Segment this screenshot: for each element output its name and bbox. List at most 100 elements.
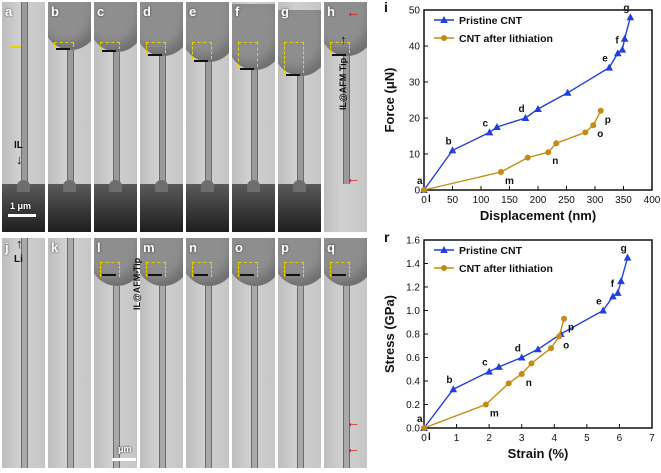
panel-letter: n xyxy=(189,240,197,255)
data-point xyxy=(590,122,597,129)
afm-tip xyxy=(278,10,321,76)
panel-letter: a xyxy=(5,4,13,19)
micrograph-panel-n: n xyxy=(186,238,229,468)
point-label: d xyxy=(518,104,524,115)
displacement-line xyxy=(332,274,346,276)
micrograph-panel-f: f xyxy=(232,2,275,232)
displacement-line xyxy=(240,68,254,70)
contact-neck xyxy=(201,180,214,192)
red-arrow-1: ← xyxy=(346,4,360,20)
y-axis-label: Force (μN) xyxy=(382,67,397,132)
data-point xyxy=(421,187,427,193)
x-axis-label: Strain (%) xyxy=(508,446,569,461)
legend-marker xyxy=(440,246,448,253)
panel-letter: o xyxy=(235,240,243,255)
micrograph-panel-l: l xyxy=(94,238,137,468)
micrograph-panel-q: q xyxy=(324,238,367,468)
panel-letter: f xyxy=(235,4,240,19)
nanotube xyxy=(297,76,304,184)
data-point xyxy=(561,315,568,322)
data-point xyxy=(421,425,427,431)
point-label: c xyxy=(483,118,489,129)
data-point xyxy=(521,114,530,121)
nanotube xyxy=(113,52,120,184)
y-tick-label: 10 xyxy=(409,150,421,161)
tip-label-h: IL@AFM Tip xyxy=(338,57,348,110)
x-tick-label: 50 xyxy=(447,195,459,206)
micrograph-panel-j: j xyxy=(2,238,45,468)
displacement-line xyxy=(102,274,116,276)
deformation-marker xyxy=(146,42,166,53)
displacement-line xyxy=(332,54,346,56)
y-tick-label: 1.6 xyxy=(406,236,420,247)
afm-tip xyxy=(140,2,183,56)
deformation-marker xyxy=(54,42,74,47)
point-label: p xyxy=(605,115,611,126)
il-arrow: ↓ xyxy=(16,152,23,167)
micrograph-panel-b: b xyxy=(48,2,91,232)
point-label: o xyxy=(597,129,603,140)
panel-letter: c xyxy=(97,4,105,19)
panel-letter: m xyxy=(143,240,155,255)
point-label: g xyxy=(621,244,627,255)
legend-entry: CNT after lithiation xyxy=(459,263,553,275)
nanotube xyxy=(205,286,212,468)
point-label: c xyxy=(482,358,488,369)
contact-neck xyxy=(63,180,76,192)
x-tick-label: 1 xyxy=(454,433,460,444)
data-point xyxy=(493,123,501,130)
micrograph-panel-m: m xyxy=(140,238,183,468)
data-point xyxy=(582,129,589,136)
afm-tip xyxy=(94,2,137,52)
force-displacement-chart: 0 50 100 150 200 250 300 350 400 0 10 20 30 40 50 Displ… xyxy=(382,0,661,223)
deformation-marker xyxy=(284,262,304,277)
data-point xyxy=(485,128,494,136)
data-point xyxy=(518,370,525,377)
displacement-line xyxy=(194,60,208,62)
point-label: m xyxy=(505,176,514,187)
x-tick-label: 150 xyxy=(501,195,518,206)
electrode-base xyxy=(48,184,91,232)
nanotube xyxy=(159,286,166,468)
data-point xyxy=(618,45,627,53)
deformation-marker xyxy=(238,42,258,67)
data-point xyxy=(482,401,489,408)
deformation-marker xyxy=(238,262,258,277)
panel-letter: l xyxy=(97,240,101,255)
red-arrow-2: ← xyxy=(346,170,360,186)
data-point xyxy=(614,288,622,296)
data-point xyxy=(548,345,555,352)
afm-tip xyxy=(232,4,275,70)
displacement-line xyxy=(102,50,116,52)
point-label: e xyxy=(596,297,602,308)
panel-letter: h xyxy=(327,4,335,19)
data-point xyxy=(534,345,542,353)
micrograph-panel-g: g xyxy=(278,2,321,232)
data-point xyxy=(614,49,622,57)
panel-letter: k xyxy=(51,240,59,255)
x-tick-label: 0 xyxy=(421,433,427,444)
y-tick-label: 20 xyxy=(409,114,421,125)
nanotube xyxy=(159,56,166,184)
panel-letter: b xyxy=(51,4,59,19)
x-tick-label: 7 xyxy=(649,433,655,444)
point-label: e xyxy=(602,54,608,65)
data-point xyxy=(495,362,503,370)
afm-tip xyxy=(324,2,367,56)
y-axis-label: Stress (GPa) xyxy=(382,295,397,373)
x-tick-label: 5 xyxy=(584,433,590,444)
scale-bar-top xyxy=(8,214,36,217)
point-label: l xyxy=(428,432,431,443)
displacement-line xyxy=(286,74,300,76)
panel-label: i xyxy=(384,0,388,15)
y-tick-label: 30 xyxy=(409,78,421,89)
micrograph-panel-a: a xyxy=(2,2,45,232)
nanotube xyxy=(67,238,74,468)
data-point xyxy=(528,360,535,367)
displacement-line xyxy=(286,274,300,276)
data-point xyxy=(556,333,563,340)
nanotube xyxy=(251,70,258,184)
data-point xyxy=(599,306,607,314)
nanotube xyxy=(205,62,212,184)
data-point xyxy=(517,353,526,361)
